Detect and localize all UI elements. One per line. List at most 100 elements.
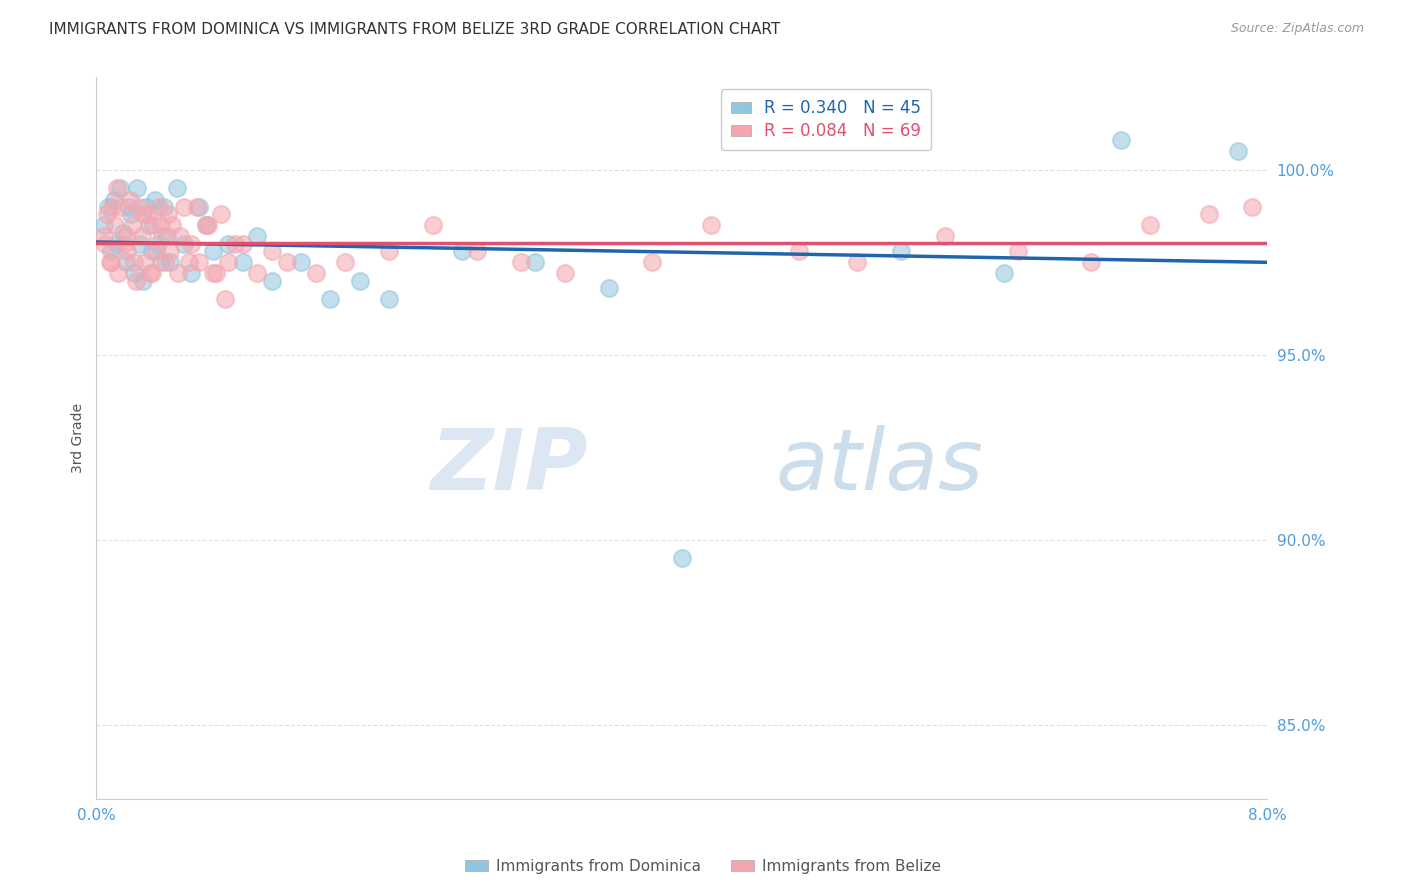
Point bbox=[93, 219, 115, 233]
Text: IMMIGRANTS FROM DOMINICA VS IMMIGRANTS FROM BELIZE 3RD GRADE CORRELATION CHART: IMMIGRANTS FROM DOMINICA VS IMMIGRANTS F… bbox=[49, 22, 780, 37]
Point bbox=[131, 229, 153, 244]
Point bbox=[1241, 200, 1264, 214]
Point bbox=[1226, 145, 1249, 159]
Point bbox=[107, 267, 129, 281]
Point bbox=[124, 267, 146, 281]
Point bbox=[108, 181, 131, 195]
Point bbox=[598, 281, 620, 295]
Point bbox=[94, 236, 117, 251]
Text: Source: ZipAtlas.com: Source: ZipAtlas.com bbox=[1230, 22, 1364, 36]
Point bbox=[121, 207, 143, 221]
Point bbox=[97, 200, 120, 214]
Point bbox=[100, 244, 122, 259]
Point bbox=[186, 200, 208, 214]
Point bbox=[138, 219, 160, 233]
Point bbox=[333, 255, 356, 269]
Point bbox=[114, 255, 136, 269]
Point bbox=[150, 229, 173, 244]
Point bbox=[118, 193, 141, 207]
Point bbox=[162, 219, 184, 233]
Point bbox=[195, 219, 218, 233]
Point bbox=[509, 255, 531, 269]
Point bbox=[202, 267, 225, 281]
Point bbox=[422, 219, 444, 233]
Point bbox=[148, 200, 170, 214]
Text: ZIP: ZIP bbox=[430, 425, 588, 508]
Point bbox=[149, 255, 172, 269]
Point bbox=[124, 255, 146, 269]
Point bbox=[115, 244, 138, 259]
Legend: Immigrants from Dominica, Immigrants from Belize: Immigrants from Dominica, Immigrants fro… bbox=[458, 853, 948, 880]
Point bbox=[125, 274, 148, 288]
Point bbox=[641, 255, 664, 269]
Point bbox=[103, 193, 125, 207]
Point bbox=[465, 244, 488, 259]
Point bbox=[177, 255, 200, 269]
Point bbox=[139, 267, 162, 281]
Point bbox=[152, 200, 174, 214]
Point bbox=[890, 244, 912, 259]
Point bbox=[149, 219, 172, 233]
Point bbox=[993, 267, 1015, 281]
Point bbox=[114, 229, 136, 244]
Point bbox=[378, 293, 401, 307]
Point bbox=[319, 293, 342, 307]
Legend: R = 0.340   N = 45, R = 0.084   N = 69: R = 0.340 N = 45, R = 0.084 N = 69 bbox=[721, 89, 931, 151]
Point bbox=[129, 236, 152, 251]
Point bbox=[142, 219, 165, 233]
Point bbox=[260, 274, 283, 288]
Point bbox=[276, 255, 298, 269]
Point bbox=[700, 219, 723, 233]
Point bbox=[209, 207, 232, 221]
Point bbox=[214, 293, 236, 307]
Y-axis label: 3rd Grade: 3rd Grade bbox=[72, 403, 86, 473]
Point bbox=[671, 551, 693, 566]
Point bbox=[378, 244, 401, 259]
Point bbox=[159, 255, 181, 269]
Point bbox=[93, 229, 115, 244]
Point bbox=[166, 181, 188, 195]
Point bbox=[100, 255, 122, 269]
Point bbox=[180, 236, 202, 251]
Point bbox=[128, 200, 150, 214]
Point bbox=[146, 236, 169, 251]
Point bbox=[187, 200, 209, 214]
Point bbox=[135, 200, 157, 214]
Point bbox=[159, 244, 181, 259]
Point bbox=[1080, 255, 1102, 269]
Point bbox=[1139, 219, 1161, 233]
Point bbox=[127, 181, 149, 195]
Point bbox=[98, 255, 121, 269]
Point bbox=[136, 207, 159, 221]
Point bbox=[451, 244, 474, 259]
Point bbox=[554, 267, 576, 281]
Point bbox=[173, 200, 195, 214]
Point bbox=[1007, 244, 1029, 259]
Point bbox=[101, 200, 124, 214]
Point bbox=[110, 200, 132, 214]
Point bbox=[132, 207, 155, 221]
Point bbox=[349, 274, 371, 288]
Point bbox=[290, 255, 312, 269]
Point bbox=[173, 236, 195, 251]
Point bbox=[232, 255, 254, 269]
Point bbox=[145, 244, 167, 259]
Point bbox=[132, 274, 155, 288]
Point bbox=[1109, 133, 1132, 147]
Point bbox=[260, 244, 283, 259]
Point bbox=[195, 219, 218, 233]
Point bbox=[157, 207, 180, 221]
Point bbox=[141, 244, 163, 259]
Point bbox=[524, 255, 547, 269]
Point bbox=[224, 236, 246, 251]
Point bbox=[187, 255, 209, 269]
Point bbox=[105, 236, 128, 251]
Point bbox=[155, 229, 177, 244]
Point bbox=[846, 255, 869, 269]
Point bbox=[934, 229, 956, 244]
Point bbox=[246, 267, 269, 281]
Point bbox=[141, 267, 163, 281]
Point bbox=[787, 244, 810, 259]
Point bbox=[112, 236, 135, 251]
Point bbox=[217, 236, 239, 251]
